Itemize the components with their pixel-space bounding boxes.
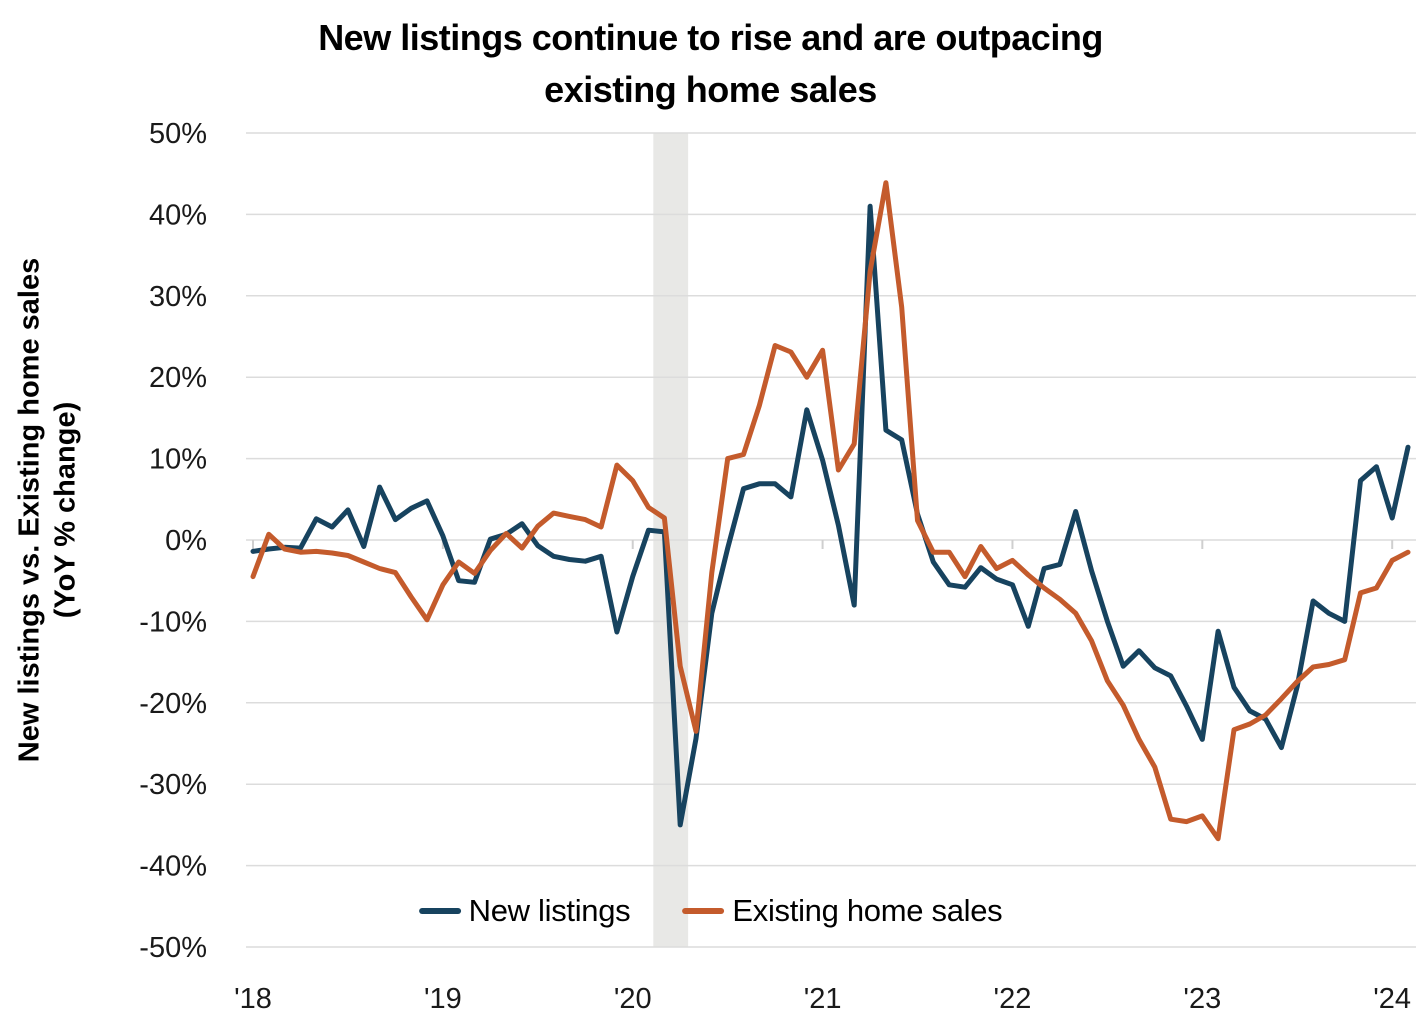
x-tick-label-'24: '24	[1373, 983, 1411, 1015]
y-tick-label--40%: -40%	[139, 851, 207, 883]
x-tick-label-'23: '23	[1183, 983, 1221, 1015]
x-tick-label-'19: '19	[424, 983, 462, 1015]
legend-swatch-existing-home-sales	[682, 908, 725, 914]
y-tick-label--20%: -20%	[139, 688, 207, 720]
y-tick-label-10%: 10%	[149, 444, 207, 476]
y-tick-label-20%: 20%	[149, 362, 207, 394]
series-line-new-listings	[250, 203, 1411, 828]
y-tick-label-40%: 40%	[149, 199, 207, 231]
y-tick-label--50%: -50%	[139, 932, 207, 964]
y-tick-label--30%: -30%	[139, 769, 207, 801]
chart-title: New listings continue to rise and are ou…	[0, 12, 1421, 116]
x-axis-tick-labels: '18 '19 '20 '21 '22 '23 '24	[234, 540, 1411, 1015]
legend-label-new-listings: New listings	[468, 893, 631, 928]
y-tick-label-0%: 0%	[165, 525, 207, 557]
x-tick-label-'21: '21	[804, 983, 842, 1015]
legend-swatch-new-listings	[418, 908, 461, 914]
y-tick-label-30%: 30%	[149, 281, 207, 313]
y-axis-label-line-1: New listings vs. Existing home sales	[13, 257, 46, 763]
y-tick-label--10%: -10%	[139, 606, 207, 638]
y-axis-label-line-2: (YoY % change)	[49, 401, 82, 619]
x-tick-label-'20: '20	[614, 983, 652, 1015]
chart-title-line-2: existing home sales	[544, 69, 877, 111]
x-tick-label-'22: '22	[994, 983, 1032, 1015]
chart-legend: New listings Existing home sales	[418, 893, 1003, 929]
y-tick-label-50%: 50%	[149, 118, 207, 150]
gridlines	[246, 132, 1416, 948]
legend-item-new-listings: New listings	[418, 893, 631, 929]
series-line-existing-home-sales	[250, 180, 1411, 842]
chart-title-line-1: New listings continue to rise and are ou…	[318, 17, 1103, 58]
legend-label-existing-home-sales: Existing home sales	[732, 893, 1003, 928]
legend-item-existing-home-sales: Existing home sales	[682, 893, 1003, 929]
y-axis-tick-labels: 50% 40% 30% 20% 10% 0% -10% -20% -30% -40% -50%	[139, 118, 207, 964]
x-tick-label-'18: '18	[234, 983, 272, 1015]
